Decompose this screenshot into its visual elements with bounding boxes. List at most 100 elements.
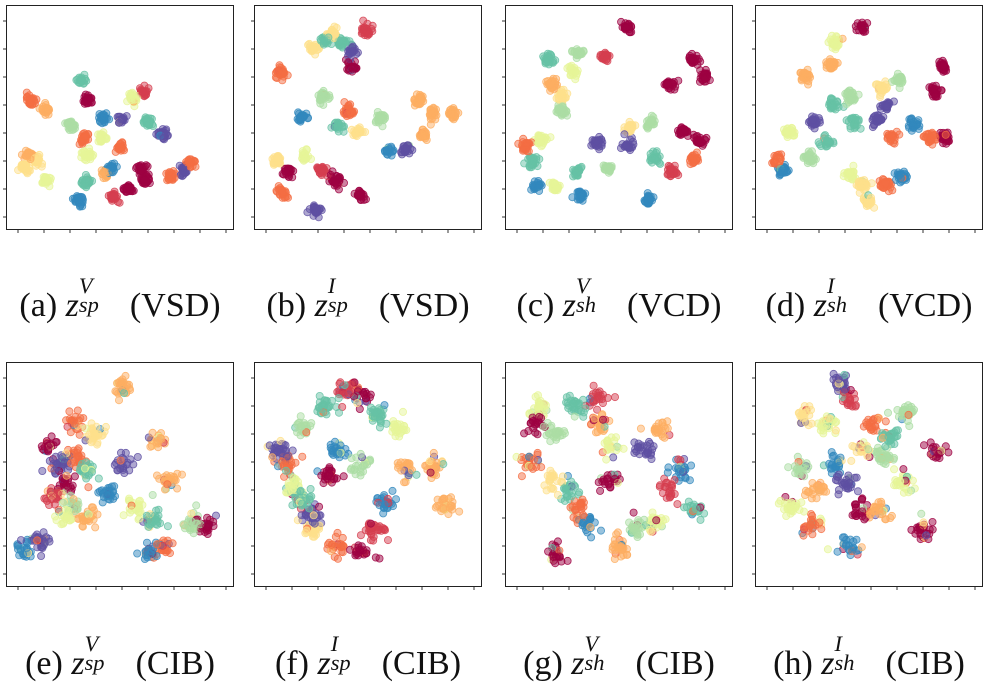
scatter-point	[278, 187, 287, 196]
scatter-point	[358, 128, 367, 137]
scatter-point	[85, 430, 94, 439]
scatter-point	[70, 472, 79, 481]
scatter-point	[279, 68, 288, 77]
scatter-point	[825, 137, 834, 146]
scatter-point	[80, 181, 89, 190]
scatter-point	[94, 474, 103, 483]
caption-subscript: sh	[576, 291, 596, 317]
caption-superscript: V	[576, 272, 590, 298]
scatter-point	[339, 472, 348, 481]
caption-superscript: I	[826, 272, 835, 298]
scatter-point	[310, 519, 319, 528]
caption-label: (d)	[765, 287, 814, 324]
scatter-point	[602, 455, 611, 464]
scatter-point	[854, 90, 863, 99]
scatter-point	[203, 513, 212, 522]
scatter-point	[569, 399, 578, 408]
caption-method: (VCD)	[618, 287, 722, 324]
scatter-point	[73, 454, 82, 463]
scatter-point	[37, 551, 46, 560]
scatter-point	[565, 62, 574, 71]
scatter-point	[134, 161, 143, 170]
scatter-point	[311, 208, 320, 217]
scatter-point	[623, 550, 632, 559]
scatter-panel-b	[251, 5, 482, 233]
scatter-point	[331, 178, 340, 187]
scatter-point	[894, 171, 903, 180]
scatter-point	[143, 121, 152, 130]
scatter-point	[595, 132, 604, 141]
scatter-point	[177, 163, 186, 172]
caption-variable: z	[562, 287, 577, 324]
scatter-point	[327, 540, 336, 549]
scatter-point	[353, 399, 362, 408]
scatter-point	[383, 536, 392, 545]
scatter-point	[268, 453, 277, 462]
scatter-point	[512, 452, 521, 461]
scatter-point	[125, 90, 134, 99]
scatter-point	[448, 110, 457, 119]
points-layer	[512, 381, 709, 568]
scatter-point	[400, 478, 409, 487]
scatter-point	[86, 94, 95, 103]
scatter-point	[672, 169, 681, 178]
scatter-plot-d	[752, 5, 983, 233]
scatter-point	[302, 428, 311, 437]
scatter-point	[939, 61, 948, 70]
scatter-point	[787, 123, 796, 132]
scatter-point	[560, 429, 569, 438]
scatter-point	[16, 536, 25, 545]
scatter-point	[298, 452, 307, 461]
scatter-point	[858, 18, 867, 27]
scatter-point	[32, 95, 41, 104]
scatter-point	[827, 94, 836, 103]
scatter-point	[652, 147, 661, 156]
scatter-point	[686, 56, 695, 65]
scatter-point	[317, 167, 326, 176]
scatter-point	[550, 179, 559, 188]
scatter-point	[439, 460, 448, 469]
scatter-point	[362, 549, 371, 558]
scatter-point	[22, 543, 31, 552]
scatter-point	[125, 466, 134, 475]
scatter-point	[21, 166, 30, 175]
scatter-plot-b	[251, 5, 482, 233]
scatter-point	[42, 533, 51, 542]
scatter-point	[546, 80, 555, 89]
scatter-panel-a	[3, 5, 234, 233]
scatter-point	[202, 522, 211, 531]
points-layer	[14, 70, 200, 211]
scatter-point	[281, 441, 290, 450]
scatter-point	[380, 146, 389, 155]
scatter-point	[610, 554, 619, 563]
scatter-point	[84, 483, 93, 492]
scatter-point	[335, 408, 344, 417]
scatter-point	[294, 108, 303, 117]
scatter-point	[415, 90, 424, 99]
scatter-plot-e	[3, 362, 234, 590]
scatter-point	[535, 412, 544, 421]
scatter-point	[153, 436, 162, 445]
scatter-point	[120, 389, 129, 398]
scatter-point	[309, 45, 318, 54]
scatter-point	[291, 458, 300, 467]
scatter-point	[297, 422, 306, 431]
scatter-point	[357, 542, 366, 551]
scatter-point	[297, 511, 306, 520]
scatter-point	[517, 472, 526, 481]
scatter-point	[142, 538, 151, 547]
scatter-point	[288, 501, 297, 510]
scatter-point	[67, 498, 76, 507]
scatter-point	[153, 520, 162, 529]
scatter-point	[282, 452, 291, 461]
scatter-point	[134, 497, 143, 506]
scatter-point	[333, 528, 342, 537]
scatter-point	[135, 504, 144, 513]
scatter-point	[322, 410, 331, 419]
scatter-point	[358, 28, 367, 37]
scatter-point	[53, 489, 62, 498]
scatter-point	[397, 466, 406, 475]
scatter-point	[315, 391, 324, 400]
caption-label: (a)	[19, 287, 66, 324]
scatter-point	[622, 23, 631, 32]
